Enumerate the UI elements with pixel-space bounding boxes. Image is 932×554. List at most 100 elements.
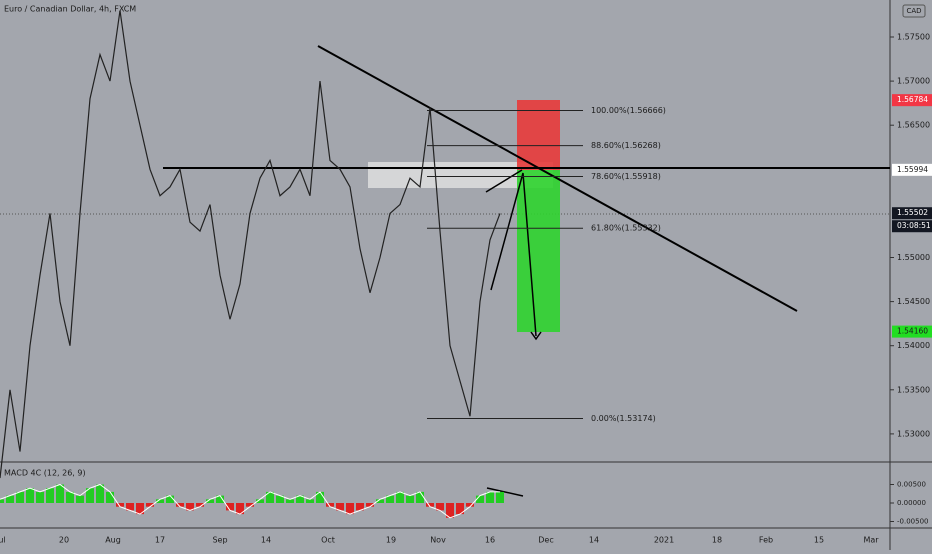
- x-tick-label: 15: [814, 536, 824, 545]
- macd-bar: [406, 495, 414, 503]
- macd-bar: [326, 503, 334, 507]
- x-tick-label: 17: [155, 536, 165, 545]
- fib-label: 61.80%(1.55332): [591, 224, 661, 233]
- macd-bar: [396, 491, 404, 503]
- macd-bar: [26, 488, 34, 503]
- macd-bar: [426, 503, 434, 507]
- macd-bar: [456, 503, 464, 515]
- macd-bar: [386, 495, 394, 503]
- macd-tick-label: -0.00500: [897, 518, 928, 526]
- macd-bar: [246, 503, 254, 507]
- x-tick-label: 14: [589, 536, 599, 545]
- macd-bar: [6, 495, 14, 503]
- fib-label: 78.60%(1.55918): [591, 172, 661, 181]
- macd-bar: [96, 484, 104, 503]
- currency-box: [902, 4, 926, 18]
- currency: CAD: [906, 7, 921, 15]
- countdown-bg: [892, 220, 932, 233]
- price-axis: [890, 0, 932, 550]
- arrow-head: [530, 331, 542, 341]
- price-line: [0, 10, 501, 479]
- fib-label: 88.60%(1.56268): [591, 141, 661, 150]
- macd-bar: [366, 503, 374, 507]
- y-tick-label: 1.53000: [897, 429, 930, 438]
- macd-bar: [336, 503, 344, 511]
- macd-bar: [446, 503, 454, 518]
- y-tick-label: 1.55000: [897, 253, 930, 262]
- macd-bar: [156, 499, 164, 503]
- macd-bar: [206, 499, 214, 503]
- macd-bar: [346, 503, 354, 515]
- macd-bar: [16, 491, 24, 503]
- macd-bar: [0, 499, 4, 503]
- macd-bar: [86, 488, 94, 503]
- macd-bar: [106, 491, 114, 503]
- macd-bar: [56, 484, 64, 503]
- macd-bar: [476, 495, 484, 503]
- macd-bar: [316, 491, 324, 503]
- macd-line: [0, 483, 500, 519]
- x-tick-label: Mar: [863, 536, 879, 545]
- x-tick-label: 14: [261, 536, 271, 545]
- macd-tick-label: 0.00000: [897, 499, 926, 507]
- y-tick-label: 1.54500: [897, 297, 930, 306]
- macd-bar: [286, 499, 294, 503]
- macd-bar: [146, 503, 154, 507]
- macd-bar: [486, 491, 494, 503]
- macd-bar: [356, 503, 364, 511]
- trendline: [317, 45, 798, 312]
- x-tick-label: Dec: [538, 536, 553, 545]
- y-tick-label: 1.56500: [897, 121, 930, 130]
- macd-bar: [116, 503, 124, 507]
- macd-bar: [416, 491, 424, 503]
- macd-bar: [266, 491, 274, 503]
- x-tick-label: Oct: [321, 536, 335, 545]
- macd-bar: [166, 495, 174, 503]
- price-tag-label: 1.55994: [897, 165, 928, 174]
- target-zone: [517, 170, 560, 332]
- projection-arrow: [490, 172, 537, 337]
- x-tick-label: 19: [386, 536, 396, 545]
- x-tick-label: 18: [712, 536, 722, 545]
- macd-bar: [236, 503, 244, 515]
- y-tick-label: 1.57000: [897, 77, 930, 86]
- macd-bar: [36, 491, 44, 503]
- macd-bar: [126, 503, 134, 511]
- macd-bar: [226, 503, 234, 511]
- macd-bar: [136, 503, 144, 515]
- price-tag-label: 1.55502: [897, 208, 928, 217]
- price-tag: [892, 163, 932, 176]
- macd-bar: [66, 491, 74, 503]
- macd-bar: [466, 503, 474, 507]
- arrow-line: [485, 169, 523, 193]
- macd-bar: [306, 499, 314, 503]
- macd-bar: [256, 499, 264, 503]
- x-tick-label: Nov: [430, 536, 446, 545]
- price-tag-label: 1.54160: [897, 327, 928, 336]
- x-tick-label: Aug: [105, 536, 121, 545]
- macd-bar: [296, 495, 304, 503]
- macd-bar: [436, 503, 444, 511]
- macd-tick-label: 0.00500: [897, 481, 926, 489]
- x-tick-label: 2021: [654, 536, 674, 545]
- macd-bar: [46, 488, 54, 503]
- x-tick-label: 20: [59, 536, 69, 545]
- x-tick-label: ul: [0, 536, 6, 545]
- price-tag: [892, 94, 932, 107]
- y-tick-label: 1.54000: [897, 341, 930, 350]
- fib-label: 100.00%(1.56666): [591, 106, 666, 115]
- macd-trendline: [486, 487, 524, 497]
- price-tag: [892, 325, 932, 338]
- macd-bar: [376, 499, 384, 503]
- price-tag: [892, 207, 932, 220]
- macd-bar: [76, 495, 84, 503]
- macd-title: MACD 4C (12, 26, 9): [4, 469, 86, 478]
- macd-bar: [196, 503, 204, 507]
- x-tick-label: 16: [485, 536, 495, 545]
- macd-bar: [176, 503, 184, 507]
- stop-zone: [517, 100, 560, 170]
- x-tick-label: Sep: [212, 536, 227, 545]
- macd-bar: [186, 503, 194, 511]
